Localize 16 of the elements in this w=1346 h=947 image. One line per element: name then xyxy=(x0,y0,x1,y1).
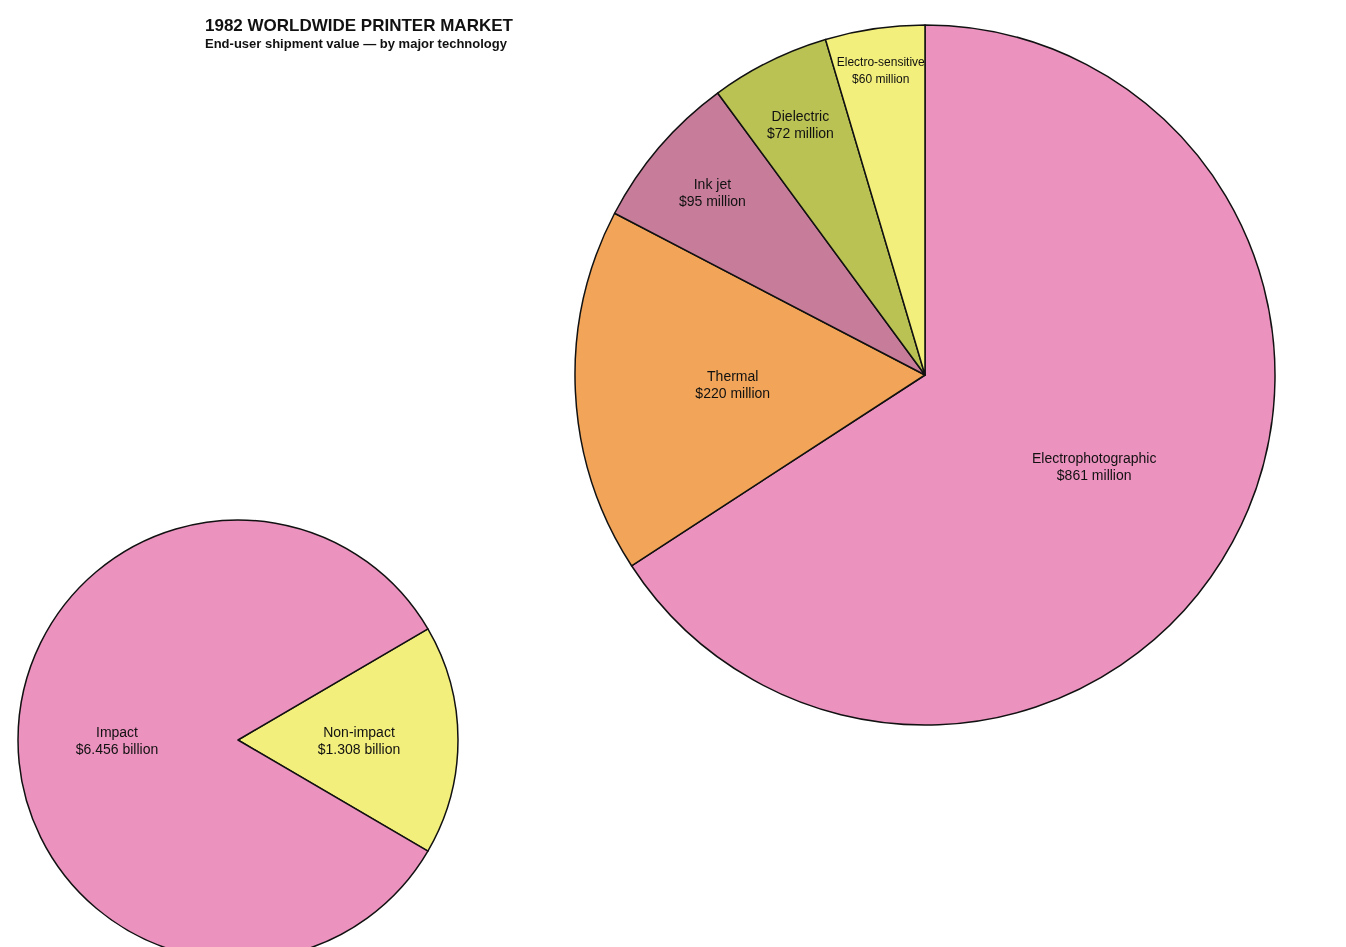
data-label: $220 million xyxy=(695,384,771,401)
data-label: $1.308 billion xyxy=(317,740,401,757)
slice-label: Thermal xyxy=(707,367,759,384)
data-label: $60 million xyxy=(852,71,910,86)
slice-label: Non-impact xyxy=(323,723,395,740)
data-label: $95 million xyxy=(678,193,746,210)
slice-label: Electro-sensitive xyxy=(836,54,926,69)
data-label: $72 million xyxy=(766,124,834,141)
slice-label: Dielectric xyxy=(771,107,830,124)
slice-label: Impact xyxy=(95,723,139,740)
slice-label: Ink jet xyxy=(693,176,732,193)
slice-label: Electrophotographic xyxy=(1031,450,1157,467)
chart-title: 1982 WORLDWIDE PRINTER MARKET xyxy=(205,16,514,35)
chart-subtitle: End-user shipment value — by major technology xyxy=(205,36,508,51)
data-label: $861 million xyxy=(1056,467,1132,484)
data-label: $6.456 billion xyxy=(75,740,159,757)
